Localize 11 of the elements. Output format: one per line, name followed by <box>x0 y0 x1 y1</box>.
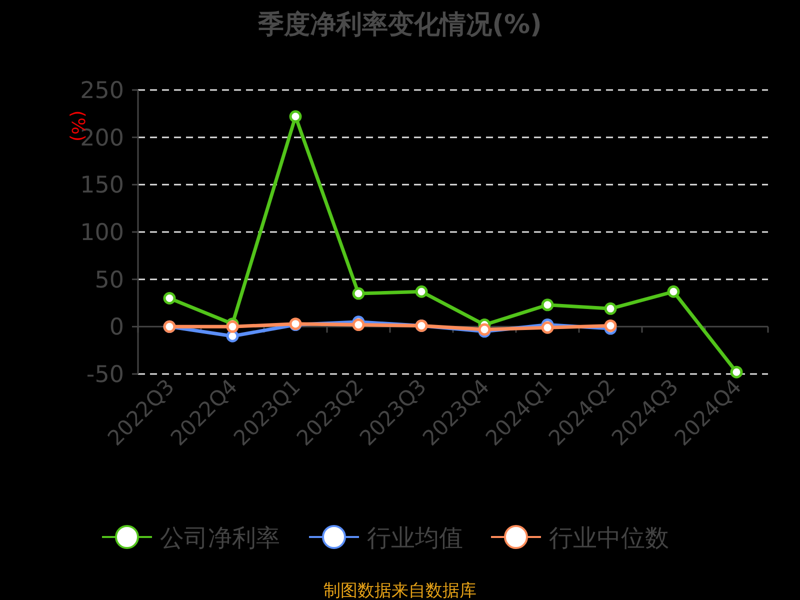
y-tick-label: 0 <box>109 314 124 341</box>
chart-title: 季度净利率变化情况(%) <box>257 10 542 40</box>
y-tick-label: 50 <box>94 267 124 294</box>
y-tick-label: 150 <box>80 172 124 199</box>
legend-label: 行业中位数 <box>549 524 669 552</box>
y-tick-label: -50 <box>86 362 124 388</box>
y-tick-label: 100 <box>80 220 124 246</box>
text: 制图数据来自数据库 <box>324 581 476 600</box>
legend-label: 公司净利率 <box>160 524 280 552</box>
y-tick-label: 250 <box>80 78 124 104</box>
legend-label: 行业均值 <box>367 524 463 552</box>
